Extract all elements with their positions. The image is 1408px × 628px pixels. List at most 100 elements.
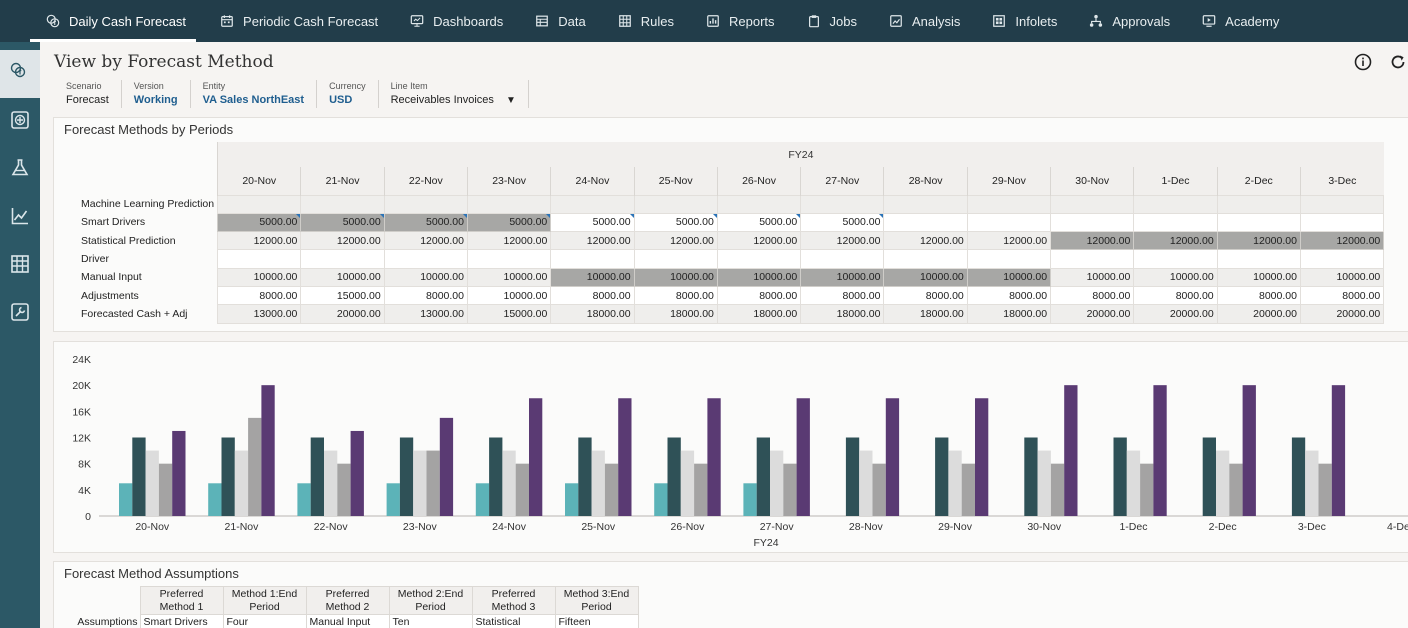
rail-wrench-button[interactable] [0,290,40,338]
grid-cell[interactable]: 15000.00 [466,304,552,324]
grid-cell[interactable]: 5000.00 [466,212,552,233]
grid-cell[interactable]: 5000.00 [633,212,718,233]
nav-item-periodic-cash-forecast[interactable]: Periodic Cash Forecast [204,0,394,42]
grid-cell[interactable]: 10000.00 [800,267,885,287]
grid-cell[interactable]: 5000.00 [217,212,302,233]
rail-forecast-coins-button[interactable] [0,50,40,98]
grid-cell[interactable]: 10000.00 [716,267,802,287]
grid-cell[interactable]: 18000.00 [800,304,885,324]
assumption-value[interactable]: Manual Input [305,614,390,628]
pov-currency[interactable]: Currency USD [317,80,379,108]
grid-cell[interactable] [883,212,968,233]
info-icon[interactable] [1354,53,1372,71]
grid-cell[interactable]: 18000.00 [966,304,1052,324]
nav-item-analysis[interactable]: Analysis [873,0,976,42]
grid-cell[interactable] [883,249,968,269]
grid-cell[interactable]: 8000.00 [217,285,302,306]
nav-item-infolets[interactable]: Infolets [976,0,1073,42]
rail-flask-button[interactable] [0,146,40,194]
grid-cell[interactable]: 12000.00 [1050,231,1135,251]
pov-entity[interactable]: Entity VA Sales NorthEast [191,80,318,108]
grid-cell[interactable]: 10000.00 [300,267,385,287]
grid-cell[interactable] [800,194,885,214]
nav-item-dashboards[interactable]: Dashboards [394,0,519,42]
grid-cell[interactable]: 18000.00 [883,304,968,324]
grid-cell[interactable]: 18000.00 [716,304,802,324]
grid-cell[interactable]: 5000.00 [800,212,885,233]
grid-cell[interactable]: 20000.00 [1050,304,1135,324]
grid-cell[interactable]: 12000.00 [550,231,635,251]
grid-cell[interactable] [716,194,802,214]
grid-cell[interactable]: 20000.00 [300,304,385,324]
grid-cell[interactable]: 18000.00 [550,304,635,324]
grid-cell[interactable]: 12000.00 [966,231,1052,251]
grid-cell[interactable]: 10000.00 [383,267,468,287]
grid-cell[interactable]: 8000.00 [716,285,802,306]
grid-cell[interactable] [966,212,1052,233]
grid-cell[interactable]: 10000.00 [466,267,552,287]
grid-cell[interactable] [217,194,302,214]
grid-cell[interactable]: 8000.00 [966,285,1052,306]
grid-cell[interactable]: 12000.00 [1299,231,1385,251]
grid-cell[interactable] [383,194,468,214]
grid-cell[interactable] [1299,212,1385,233]
nav-item-jobs[interactable]: Jobs [791,0,873,42]
assumption-value[interactable]: Fifteen [554,614,639,628]
nav-item-reports[interactable]: Reports [690,0,791,42]
grid-cell[interactable] [716,249,802,269]
grid-cell[interactable]: 8000.00 [1216,285,1301,306]
grid-cell[interactable] [383,249,468,269]
grid-cell[interactable] [966,194,1052,214]
grid-cell[interactable]: 12000.00 [1216,231,1301,251]
grid-cell[interactable]: 8000.00 [633,285,718,306]
refresh-icon[interactable] [1389,53,1407,71]
grid-cell[interactable] [300,249,385,269]
grid-cell[interactable] [1133,249,1218,269]
grid-cell[interactable]: 5000.00 [550,212,635,233]
grid-cell[interactable]: 8000.00 [883,285,968,306]
grid-cell[interactable] [1133,212,1218,233]
grid-cell[interactable] [217,249,302,269]
dropdown-caret-icon[interactable]: ▼ [505,95,516,106]
grid-cell[interactable] [1299,194,1385,214]
grid-cell[interactable]: 5000.00 [383,212,468,233]
grid-cell[interactable] [966,249,1052,269]
grid-cell[interactable]: 10000.00 [1133,267,1218,287]
grid-cell[interactable]: 8000.00 [1050,285,1135,306]
grid-cell[interactable]: 8000.00 [550,285,635,306]
grid-cell[interactable] [300,194,385,214]
assumption-value[interactable]: Four [222,614,307,628]
grid-cell[interactable]: 12000.00 [466,231,552,251]
grid-cell[interactable]: 12000.00 [633,231,718,251]
grid-cell[interactable] [550,249,635,269]
grid-cell[interactable]: 12000.00 [1133,231,1218,251]
grid-cell[interactable] [1050,194,1135,214]
nav-item-rules[interactable]: Rules [602,0,690,42]
grid-cell[interactable] [466,249,552,269]
pov-line-item[interactable]: Line Item Receivables Invoices ▼ [379,80,529,108]
grid-cell[interactable]: 12000.00 [883,231,968,251]
grid-cell[interactable] [1216,212,1301,233]
pov-scenario[interactable]: Scenario Forecast [54,80,122,108]
grid-cell[interactable] [1216,194,1301,214]
grid-cell[interactable] [466,194,552,214]
grid-cell[interactable]: 10000.00 [883,267,968,287]
grid-cell[interactable] [1299,249,1385,269]
grid-cell[interactable]: 13000.00 [217,304,302,324]
grid-cell[interactable]: 8000.00 [1133,285,1218,306]
grid-cell[interactable]: 10000.00 [966,267,1052,287]
nav-item-approvals[interactable]: Approvals [1073,0,1186,42]
grid-cell[interactable] [800,249,885,269]
grid-cell[interactable]: 10000.00 [1050,267,1135,287]
grid-cell[interactable]: 8000.00 [800,285,885,306]
grid-cell[interactable]: 12000.00 [383,231,468,251]
grid-cell[interactable] [1216,249,1301,269]
assumption-value[interactable]: Ten [388,614,473,628]
grid-cell[interactable]: 13000.00 [383,304,468,324]
rail-add-square-button[interactable] [0,98,40,146]
grid-cell[interactable]: 20000.00 [1299,304,1385,324]
assumption-value[interactable]: Smart Drivers [139,614,224,628]
grid-cell[interactable]: 12000.00 [217,231,302,251]
nav-item-academy[interactable]: Academy [1186,0,1295,42]
grid-cell[interactable]: 12000.00 [716,231,802,251]
